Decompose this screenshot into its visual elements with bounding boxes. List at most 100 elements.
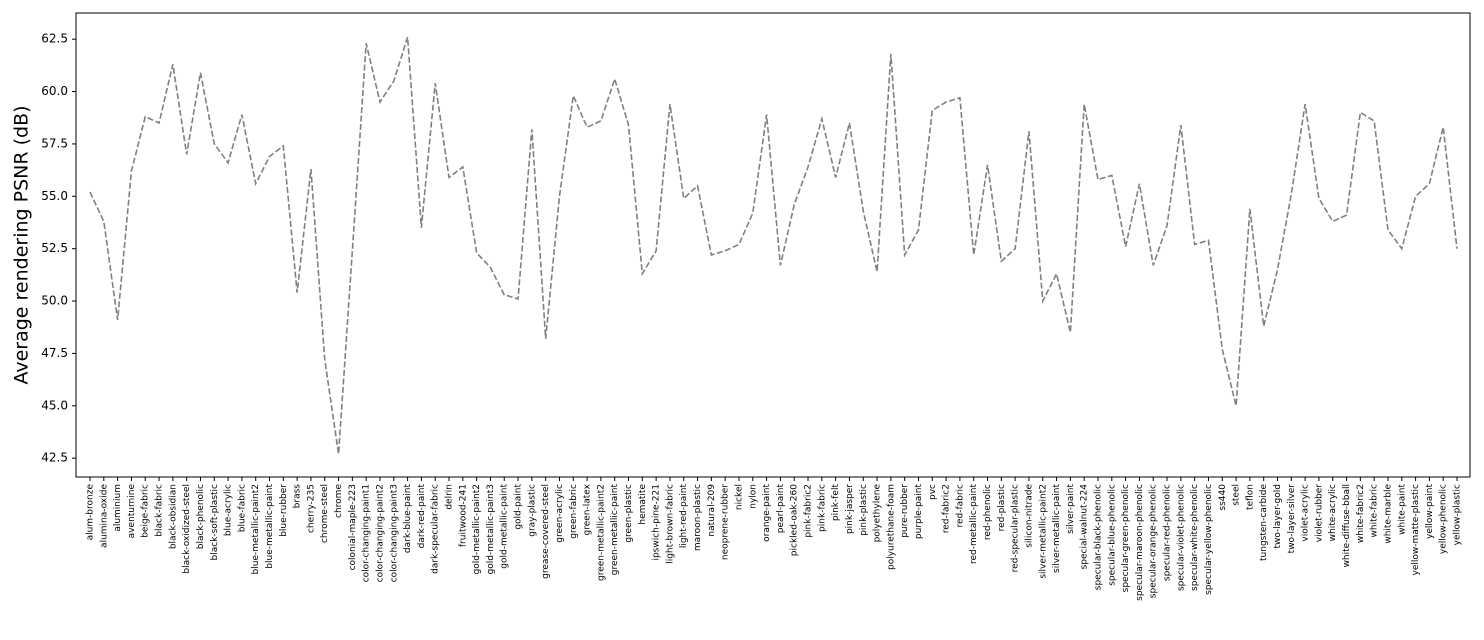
x-tick-label: delrin xyxy=(445,484,455,510)
x-tick-label: green-metallic-paint2 xyxy=(596,484,606,581)
x-tick-label: violet-acrylic xyxy=(1301,484,1311,542)
x-tick-label: tungsten-carbide xyxy=(1259,484,1269,561)
x-tick-label: green-acrylic xyxy=(555,484,565,543)
x-tick-label: specular-green-phenolic xyxy=(1121,484,1131,592)
x-tick-label: polyurethane-foam xyxy=(886,484,896,570)
x-tick-label: polyethylene xyxy=(873,484,883,543)
x-tick-label: alumina-oxide xyxy=(99,484,109,548)
y-tick-label: 60.0 xyxy=(41,84,68,98)
x-tick-label: specular-red-phenolic xyxy=(1163,484,1173,581)
x-tick-label: specular-maroon-phenolic xyxy=(1135,484,1145,601)
x-tick-label: white-diffuse-bball xyxy=(1342,484,1352,567)
x-tick-label: red-fabric2 xyxy=(942,484,952,533)
x-tick-label: nylon xyxy=(748,484,758,509)
x-tick-label: yellow-paint xyxy=(1425,484,1435,539)
x-tick-label: brass xyxy=(293,484,303,509)
x-tick-label: white-paint xyxy=(1397,484,1407,535)
x-tick-label: pink-fabric xyxy=(817,484,827,532)
x-tick-label: gold-metallic-paint3 xyxy=(486,484,496,574)
x-tick-label: natural-209 xyxy=(707,484,717,537)
x-tick-label: black-fabric xyxy=(155,484,165,537)
x-tick-label: white-acrylic xyxy=(1328,484,1338,541)
data-line xyxy=(89,36,1458,455)
x-tick-label: two-layer-silver xyxy=(1287,484,1297,554)
x-tick-label: green-plastic xyxy=(624,484,634,543)
x-tick-label: color-changing-paint3 xyxy=(389,484,399,582)
x-tick-label: teflon xyxy=(1245,484,1255,510)
x-tick-label: light-brown-fabric xyxy=(665,484,675,564)
x-tick-label: silver-metallic-paint xyxy=(1052,484,1062,573)
x-tick-label: green-fabric xyxy=(569,484,579,539)
x-tick-label: cherry-235 xyxy=(306,484,316,533)
x-tick-label: blue-fabric xyxy=(237,484,247,532)
y-tick-label: 55.0 xyxy=(41,189,68,203)
x-tick-label: color-changing-paint2 xyxy=(375,484,385,582)
x-tick-label: color-changing-paint1 xyxy=(362,484,372,582)
x-tick-label: silver-metallic-paint2 xyxy=(1038,484,1048,579)
x-tick-label: pink-plastic xyxy=(859,484,869,536)
x-tick-label: red-phenolic xyxy=(983,484,993,540)
x-tick-label: red-fabric xyxy=(955,484,965,528)
x-tick-label: yellow-matte-plastic xyxy=(1411,484,1421,576)
x-tick-label: silicon-nitrade xyxy=(1024,484,1034,548)
x-tick-label: pearl-paint xyxy=(776,484,786,534)
x-tick-label: blue-metallic-paint xyxy=(265,484,275,569)
x-tick-label: dark-specular-fabric xyxy=(431,484,441,574)
x-tick-label: dark-blue-paint xyxy=(403,484,413,554)
plot-frame xyxy=(75,12,1471,478)
x-tick-label: yellow-plastic xyxy=(1453,484,1463,545)
x-tick-label: blue-rubber xyxy=(279,484,289,537)
x-tick-label: blue-acrylic xyxy=(224,484,234,536)
x-tick-label: specular-yellow-phenolic xyxy=(1204,484,1214,595)
x-tick-label: orange-paint xyxy=(762,484,772,542)
x-tick-label: dark-red-paint xyxy=(417,484,427,549)
x-tick-label: black-phenolic xyxy=(196,484,206,549)
x-tick-label: colonial-maple-223 xyxy=(348,484,358,570)
x-tick-label: neoprene-rubber xyxy=(721,484,731,560)
x-tick-label: grease-covered-steel xyxy=(541,484,551,579)
x-tick-label: red-plastic xyxy=(997,484,1007,531)
y-tick-label: 45.0 xyxy=(41,398,68,412)
x-tick-label: green-metallic-paint xyxy=(610,484,620,576)
x-tick-label: aluminium xyxy=(113,484,123,532)
x-tick-label: green-latex xyxy=(583,483,593,535)
x-tick-label: fruitwood-241 xyxy=(458,484,468,547)
x-tick-label: pink-fabric2 xyxy=(804,484,814,538)
x-tick-label: white-fabric xyxy=(1370,484,1380,537)
x-tick-label: black-oxidized-steel xyxy=(182,484,192,574)
x-tick-label: yellow-phenolic xyxy=(1439,484,1449,554)
x-tick-label: specular-violet-phenolic xyxy=(1176,484,1186,591)
x-tick-label: white-marble xyxy=(1383,484,1393,544)
x-tick-label: violet-rubber xyxy=(1314,484,1324,543)
x-tick-label: specular-black-phenolic xyxy=(1093,484,1103,590)
x-tick-label: specular-orange-phenolic xyxy=(1149,484,1159,598)
x-tick-label: light-red-paint xyxy=(679,484,689,549)
x-tick-label: red-specular-plastic xyxy=(1011,484,1021,572)
x-tick-label: nickel xyxy=(734,484,744,510)
x-tick-label: pure-rubber xyxy=(900,484,910,538)
x-tick-label: maroon-plastic xyxy=(693,484,703,551)
x-tick-label: beige-fabric xyxy=(141,484,151,538)
y-tick-label: 47.5 xyxy=(41,346,68,360)
x-tick-label: alum-bronze xyxy=(86,484,96,541)
x-tick-label: pvc xyxy=(928,484,938,500)
y-tick-label: 57.5 xyxy=(41,136,68,150)
x-tick-label: blue-metallic-paint2 xyxy=(251,484,261,574)
x-tick-label: gray-plastic xyxy=(527,484,537,537)
x-tick-label: black-obsidian xyxy=(168,484,178,549)
x-tick-label: aventurnine xyxy=(127,484,137,539)
y-tick-label: 42.5 xyxy=(41,451,68,465)
x-tick-label: specular-blue-phenolic xyxy=(1107,484,1117,586)
x-tick-label: steel xyxy=(1232,484,1242,506)
x-tick-label: ss440 xyxy=(1218,484,1228,511)
x-tick-label: two-layer-gold xyxy=(1273,484,1283,549)
x-tick-label: chrome-steel xyxy=(320,484,330,543)
x-tick-label: gold-metallic-paint xyxy=(500,484,510,569)
y-axis-label: Average rendering PSNR (dB) xyxy=(11,105,33,384)
x-tick-label: red-metallic-paint xyxy=(969,484,979,564)
x-tick-label: hematite xyxy=(638,484,648,525)
x-tick-label: ipswich-pine-221 xyxy=(652,484,662,561)
y-tick-label: 62.5 xyxy=(41,32,68,46)
x-tick-label: special-walnut-224 xyxy=(1080,484,1090,570)
